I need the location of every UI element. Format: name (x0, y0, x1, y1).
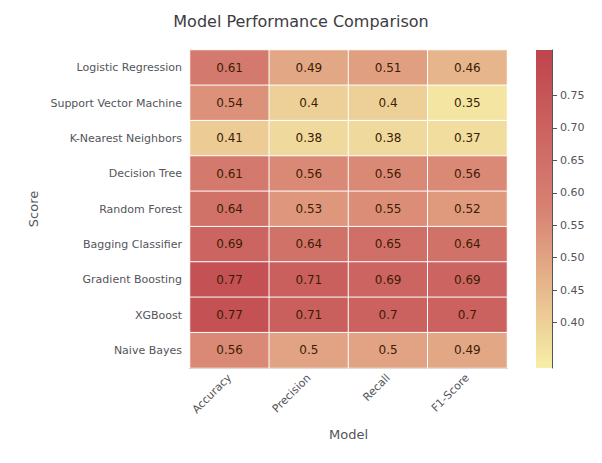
svg-text:0.5: 0.5 (299, 343, 318, 357)
svg-text:0.64: 0.64 (296, 237, 323, 251)
svg-text:0.71: 0.71 (296, 273, 323, 287)
svg-text:XGBoost: XGBoost (135, 309, 183, 322)
svg-text:0.65: 0.65 (560, 154, 585, 167)
svg-text:Score: Score (26, 191, 41, 227)
svg-text:Model Performance Comparison: Model Performance Comparison (173, 12, 428, 31)
svg-text:0.51: 0.51 (375, 61, 402, 75)
svg-text:Bagging Classifier: Bagging Classifier (83, 238, 182, 251)
svg-text:0.61: 0.61 (216, 167, 243, 181)
svg-text:0.49: 0.49 (296, 61, 323, 75)
svg-text:0.53: 0.53 (296, 202, 323, 216)
svg-text:0.7: 0.7 (379, 308, 398, 322)
svg-text:Gradient Boosting: Gradient Boosting (83, 273, 182, 286)
svg-text:0.52: 0.52 (454, 202, 481, 216)
svg-text:0.56: 0.56 (375, 167, 402, 181)
svg-text:0.7: 0.7 (458, 308, 477, 322)
svg-text:0.64: 0.64 (454, 237, 481, 251)
svg-text:0.56: 0.56 (454, 167, 481, 181)
svg-text:0.55: 0.55 (560, 219, 585, 232)
svg-text:0.49: 0.49 (454, 343, 481, 357)
svg-text:Recall: Recall (360, 371, 392, 403)
svg-text:0.71: 0.71 (296, 308, 323, 322)
svg-text:0.54: 0.54 (216, 96, 243, 110)
svg-text:0.70: 0.70 (560, 121, 585, 134)
svg-text:0.77: 0.77 (216, 273, 243, 287)
svg-text:Model: Model (329, 427, 368, 442)
svg-text:0.56: 0.56 (296, 167, 323, 181)
svg-text:0.45: 0.45 (560, 284, 585, 297)
svg-text:0.41: 0.41 (216, 131, 243, 145)
svg-text:0.4: 0.4 (379, 96, 398, 110)
svg-text:Support Vector Machine: Support Vector Machine (50, 97, 182, 110)
svg-text:0.69: 0.69 (375, 273, 402, 287)
svg-text:0.61: 0.61 (216, 61, 243, 75)
svg-text:0.65: 0.65 (375, 237, 402, 251)
svg-text:0.55: 0.55 (375, 202, 402, 216)
svg-text:0.75: 0.75 (560, 89, 585, 102)
svg-text:0.38: 0.38 (375, 131, 402, 145)
svg-text:Precision: Precision (270, 371, 314, 415)
svg-text:0.69: 0.69 (454, 273, 481, 287)
svg-text:F1-Score: F1-Score (429, 371, 472, 414)
svg-text:K-Nearest Neighbors: K-Nearest Neighbors (70, 132, 183, 145)
svg-text:0.46: 0.46 (454, 61, 481, 75)
svg-text:0.50: 0.50 (560, 251, 585, 264)
svg-text:Accuracy: Accuracy (190, 371, 235, 416)
svg-text:Decision Tree: Decision Tree (109, 167, 182, 180)
svg-text:0.5: 0.5 (379, 343, 398, 357)
svg-text:0.77: 0.77 (216, 308, 243, 322)
svg-text:0.37: 0.37 (454, 131, 481, 145)
svg-text:0.60: 0.60 (560, 186, 585, 199)
svg-text:Logistic Regression: Logistic Regression (76, 61, 182, 74)
svg-text:0.64: 0.64 (216, 202, 243, 216)
svg-text:0.35: 0.35 (454, 96, 481, 110)
svg-text:0.4: 0.4 (299, 96, 318, 110)
svg-text:0.69: 0.69 (216, 237, 243, 251)
svg-text:Random Forest: Random Forest (99, 203, 182, 216)
svg-text:Naive Bayes: Naive Bayes (114, 344, 182, 357)
svg-text:0.56: 0.56 (216, 343, 243, 357)
svg-text:0.40: 0.40 (560, 316, 585, 329)
svg-text:0.38: 0.38 (296, 131, 323, 145)
